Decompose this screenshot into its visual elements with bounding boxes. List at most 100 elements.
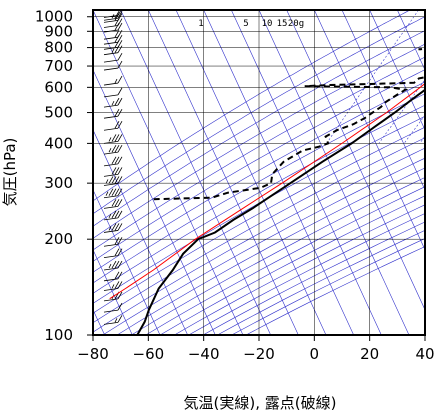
wind-barb-flag xyxy=(111,100,115,106)
wind-barb-flag xyxy=(114,134,120,142)
wind-barb-flag xyxy=(114,260,120,269)
wind-barb-flag xyxy=(114,223,120,231)
wind-barb-flag xyxy=(114,45,120,53)
wind-barb-flag xyxy=(114,281,120,289)
wind-barb-flag xyxy=(108,188,114,196)
isotherm-line xyxy=(314,10,425,251)
wind-barb-shaft xyxy=(103,174,119,177)
wind-barb-shaft xyxy=(103,217,119,221)
mixing-ratio-labels: 1 5 10 15 20g xyxy=(198,19,304,29)
isotherm-line xyxy=(93,69,216,335)
wind-barb-shaft xyxy=(103,151,119,155)
wind-barb-flag xyxy=(117,97,123,106)
wind-barb-flag xyxy=(117,210,123,219)
wind-barb-shaft xyxy=(103,230,119,233)
wind-barb-flag xyxy=(108,263,112,269)
mixing-ratio-label: 5 xyxy=(243,19,248,29)
wind-barb-shaft xyxy=(103,104,119,108)
wind-barb-flag xyxy=(114,40,120,48)
isotherm-line xyxy=(93,249,133,335)
wind-barb-flag xyxy=(111,210,117,219)
wind-barb-flag xyxy=(114,237,120,245)
wind-barb-shaft xyxy=(103,195,119,199)
wind-barb xyxy=(103,97,123,108)
wind-barb-flag xyxy=(114,167,120,175)
wind-barb-shaft xyxy=(103,19,119,23)
wind-barb-flag xyxy=(114,248,120,256)
dewpoint-line xyxy=(150,47,425,201)
mixing-ratio-label: 20g xyxy=(288,19,304,29)
wind-barb-shaft xyxy=(103,115,119,119)
wind-barb-flag xyxy=(114,156,120,165)
wind-barb-flag xyxy=(111,134,117,142)
mixing-ratio-label: 15 xyxy=(277,19,288,29)
isotherm-line xyxy=(148,10,299,335)
wind-barb xyxy=(103,60,123,71)
wind-barb-flag xyxy=(117,291,123,300)
dry-adiabat-line xyxy=(93,43,425,239)
wind-barb xyxy=(103,223,123,233)
mixing-ratio-line xyxy=(431,10,435,143)
wind-barb-flag xyxy=(117,108,123,117)
dry-adiabat-line xyxy=(145,186,425,335)
isotherm-line xyxy=(424,10,425,11)
dry-adiabat-line xyxy=(93,69,425,262)
wind-barb-flag xyxy=(114,22,120,31)
x-tick-label: 0 xyxy=(310,345,320,363)
wind-barb-flag xyxy=(117,176,123,184)
wind-barb xyxy=(103,13,123,23)
isotherm-line xyxy=(397,10,425,71)
x-tick-label: −60 xyxy=(133,345,165,363)
wind-barb-flag xyxy=(114,199,120,207)
dry-adiabat-line xyxy=(116,167,425,335)
wind-barb-flag xyxy=(117,144,123,153)
wind-barb-shaft xyxy=(103,15,119,18)
wind-barb-flag xyxy=(114,30,120,38)
y-axis-title: 気圧(hPa) xyxy=(1,138,19,207)
wind-barb xyxy=(103,271,123,282)
wind-barb-flag xyxy=(117,281,123,289)
dry-adiabat-line xyxy=(93,137,425,324)
wind-barb-flag xyxy=(117,156,123,165)
wind-barb-flag xyxy=(108,213,112,219)
wind-barb xyxy=(103,248,123,259)
wind-barb xyxy=(103,52,123,63)
wind-barb-shaft xyxy=(103,183,119,186)
wind-barb-flag xyxy=(114,210,120,219)
wind-barb-flag xyxy=(117,167,123,175)
wind-barb-flag xyxy=(108,176,114,184)
wind-barb-flag xyxy=(117,121,123,129)
x-tick-label: −80 xyxy=(77,345,109,363)
wind-barb-flag xyxy=(114,18,120,26)
wind-barb-flag xyxy=(114,13,120,21)
wind-barb-flag xyxy=(117,22,123,31)
wind-barb-flag xyxy=(111,260,117,269)
y-tick-label: 1000 xyxy=(35,8,73,26)
dry-adiabat-line xyxy=(102,157,425,335)
wind-barb-flag xyxy=(114,188,120,196)
y-tick-label: 600 xyxy=(44,78,73,96)
wind-barb-flag xyxy=(114,78,118,84)
wind-barb-shaft xyxy=(103,278,119,282)
wind-barb xyxy=(103,45,123,56)
wind-barb-flag xyxy=(117,223,123,231)
wind-barb-flag xyxy=(117,11,123,19)
wind-barb-flag xyxy=(108,137,112,142)
wind-barb xyxy=(103,75,123,86)
wind-barb-flag xyxy=(105,179,109,184)
wind-barb-flag xyxy=(117,188,123,196)
wind-barb-shaft xyxy=(103,59,119,63)
temperature-line xyxy=(136,88,425,335)
dry-adiabat-line xyxy=(131,177,425,335)
dry-adiabat-line xyxy=(93,93,425,284)
wind-barb-flag xyxy=(117,52,123,61)
wind-barb-shaft xyxy=(103,309,119,313)
wind-barb xyxy=(103,156,123,167)
y-tick-label: 200 xyxy=(44,230,73,248)
wind-barb xyxy=(103,134,123,144)
wind-barb-flag xyxy=(117,60,123,69)
wind-barb-flag xyxy=(114,11,120,19)
y-tick-label: 400 xyxy=(44,134,73,152)
